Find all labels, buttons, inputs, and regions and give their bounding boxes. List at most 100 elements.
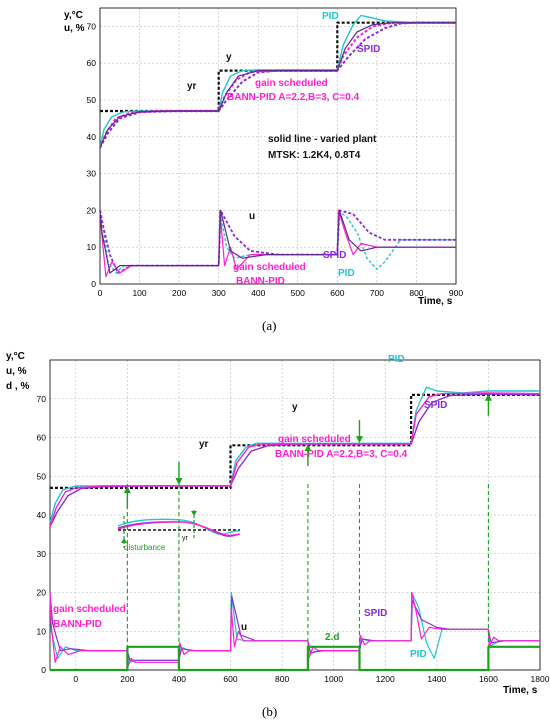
label-gain-scheduled-b: gain scheduled [278,434,351,445]
panel-b: 0 10 20 30 40 50 60 70 0 200 400 600 800 1000 1200 140… [6,351,550,719]
x-tick-label: 500 [291,288,305,298]
panel-a-frame [99,7,457,285]
series-varied-plant [99,22,456,149]
x-tick-label: 800 [275,674,289,684]
panel-a-ylabel-2: u, % [64,23,85,34]
y-tick-label: 30 [37,549,47,559]
panel-a-x-ticks: 0 100 200 300 400 500 600 700 800 900 [98,288,464,298]
panel-b-ylabel-1: y,°C [6,351,25,362]
label-spid-b: SPID [424,400,447,411]
panel-b-caption: (b) [262,704,277,719]
label-2d: 2.d [325,632,339,643]
y-tick-label: 50 [37,471,47,481]
disturbance-arrow-head [123,485,131,493]
label-y: y [226,52,232,63]
label-spid: SPID [357,44,380,55]
y-tick-label: 10 [87,242,97,252]
inset-yr-label: yr [182,535,189,542]
y-tick-label: 60 [87,58,97,68]
x-tick-label: 700 [370,288,384,298]
panel-b-disturbance-markers [123,393,492,670]
x-tick-label: 600 [223,674,237,684]
label-spid-u: SPID [323,250,346,261]
disturbance-arrow-head [304,444,312,452]
panel-b-y-ticks: 0 10 20 30 40 50 60 70 [37,394,47,675]
disturbance-arrow-head [355,436,363,444]
series-gain-scheduled-bann-pid [49,392,541,527]
panel-a-xlabel: Time, s [418,296,453,307]
panel-b-xlabel: Time, s [503,685,538,696]
x-tick-label: 200 [172,288,186,298]
panel-b-x-ticks: 0 200 400 600 800 1000 1200 1400 1600 1800 [73,674,549,684]
panel-b-ylabel-3: d , % [6,381,29,392]
panel-b-ylabel-2: u, % [6,366,27,377]
y-tick-label: 0 [41,665,46,675]
series-spid [49,393,541,527]
x-tick-label: 400 [172,674,186,684]
disturbance-inset: yr disturbance [117,510,241,552]
y-tick-label: 60 [37,433,47,443]
label-y-b: y [292,402,298,413]
label-yr: yr [187,81,197,92]
label-gain-scheduled-u: gain scheduled [233,262,306,273]
disturbance-arrow-head [484,393,492,401]
label-gain-scheduled: gain scheduled [255,78,328,89]
panel-a: 0 10 20 30 40 50 60 70 0 100 200 300 400 500 600 700 80… [64,7,464,333]
note-mtsk: MTSK: 1.2K4, 0.8T4 [268,150,361,161]
y-tick-label: 20 [37,588,47,598]
y-tick-label: 40 [37,510,47,520]
x-tick-label: 0 [73,674,78,684]
y-tick-label: 0 [91,279,96,289]
x-tick-label: 1600 [479,674,498,684]
label-gain-scheduled-u-b: gain scheduled [53,604,126,615]
x-tick-label: 800 [409,288,423,298]
label-spid-u-b: SPID [364,608,387,619]
label-bann-pid-u-b: BANN-PID [53,619,102,630]
label-bann-pid-params-b: BANN-PID A=2.2,B=3, C=0.4 [275,449,408,460]
x-tick-label: 1000 [324,674,343,684]
panel-a-caption: (a) [262,318,276,333]
label-u-b: u [241,622,247,633]
label-pid-u-b: PID [410,649,427,660]
x-tick-label: 100 [132,288,146,298]
panel-a-y-ticks: 0 10 20 30 40 50 60 70 [87,21,97,289]
y-tick-label: 40 [87,132,97,142]
panel-a-lines [99,14,456,278]
label-pid: PID [322,11,339,22]
panel-a-grid [99,8,457,285]
label-yr-b: yr [199,439,209,450]
inset-arrow-down [191,511,197,516]
y-tick-label: 70 [37,394,47,404]
x-tick-label: 600 [330,288,344,298]
inset-disturbance-label: disturbance [124,543,166,552]
x-tick-label: 300 [212,288,226,298]
x-tick-label: 200 [120,674,134,684]
x-tick-label: 0 [98,288,103,298]
x-tick-label: 1200 [376,674,395,684]
series-u-spid [99,209,456,274]
y-tick-label: 50 [87,95,97,105]
y-tick-label: 20 [87,205,97,215]
series-u-pid [49,591,540,663]
series-u-gain-scheduled [99,209,456,278]
series-u-varied-plant [99,209,456,274]
y-tick-label: 70 [87,21,97,31]
label-bann-pid-params: BANN-PID A=2.2,B=3, C=0.4 [227,92,360,103]
x-tick-label: 1400 [427,674,446,684]
series-yr [100,21,456,113]
panel-a-ylabel-1: y,°C [64,10,83,21]
label-pid-u: PID [338,268,355,279]
label-bann-pid-u: BANN-PID [236,276,285,287]
series-pid [99,14,456,148]
y-tick-label: 10 [37,626,47,636]
label-pid-b: PID [388,354,405,365]
disturbance-arrow-head [175,477,183,485]
x-tick-label: 1800 [531,674,550,684]
y-tick-label: 30 [87,169,97,179]
inset-gs-trace [117,521,241,536]
label-u: u [249,211,255,222]
series-pid [49,386,540,523]
x-tick-label: 900 [449,288,463,298]
x-tick-label: 400 [251,288,265,298]
